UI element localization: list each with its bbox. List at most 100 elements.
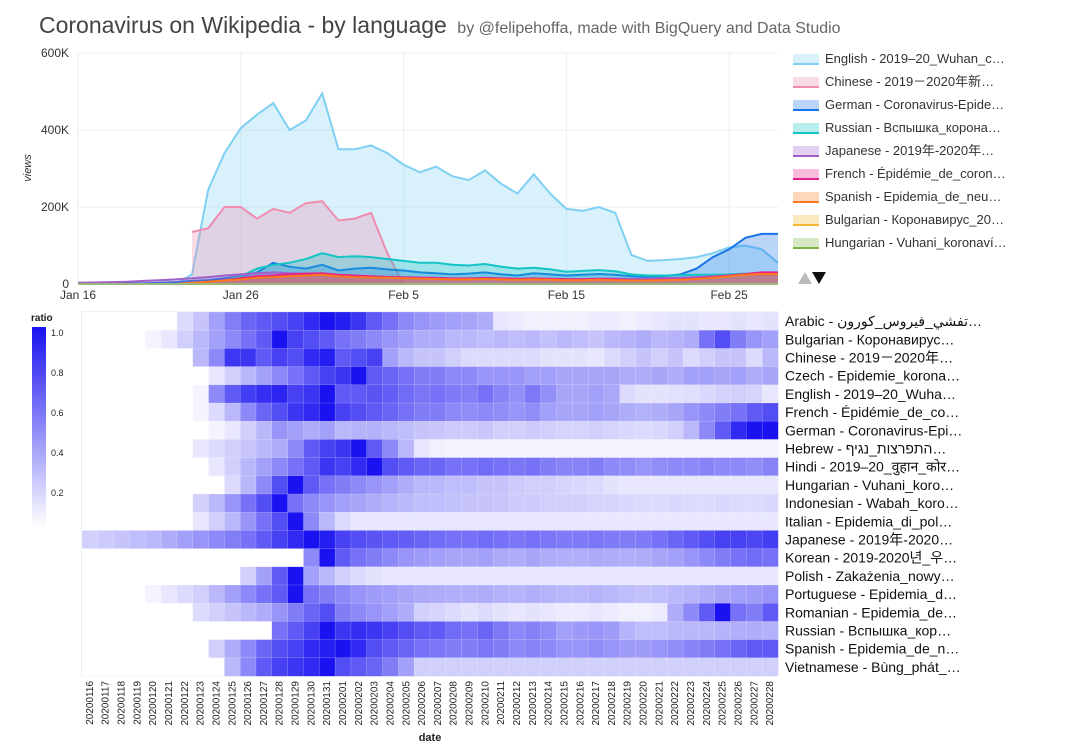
heatmap-cell	[587, 657, 605, 677]
heatmap-cell	[97, 348, 114, 367]
heatmap-cell	[730, 439, 747, 459]
heatmap-cell	[445, 329, 463, 349]
heatmap-cell	[493, 511, 510, 531]
heatmap-cell	[746, 366, 763, 386]
legend-item[interactable]: German - Coronavirus-Epide…	[793, 97, 1004, 112]
heatmap-cell	[667, 348, 684, 368]
heatmap-x-tick-label: 20200131	[322, 681, 333, 726]
legend-item[interactable]: Japanese - 2019年-2020年…	[793, 143, 994, 158]
legend-label: Hungarian - Vuhani_koronaví…	[825, 235, 1007, 250]
heatmap-cell	[524, 602, 542, 622]
heatmap-cell	[129, 621, 146, 640]
heatmap-cell	[208, 639, 225, 659]
heatmap-cell	[97, 639, 114, 659]
heatmap-cell	[334, 439, 352, 459]
heatmap-cell	[350, 457, 368, 477]
heatmap-cell	[524, 457, 542, 477]
heatmap-cell	[461, 530, 479, 550]
heatmap-cell	[224, 657, 241, 677]
heatmap-cell	[176, 329, 194, 349]
heatmap-cell	[682, 493, 700, 513]
heatmap-cell	[255, 511, 273, 531]
heatmap-cell	[667, 639, 684, 659]
heatmap-cell	[461, 548, 479, 568]
heatmap-cell	[224, 548, 241, 568]
heatmap-cell	[746, 566, 763, 586]
heatmap-cell	[445, 366, 463, 386]
heatmap-cell	[287, 621, 305, 641]
legend-item[interactable]: Hungarian - Vuhani_koronaví…	[793, 235, 1007, 250]
legend-item[interactable]: French - Épidémie_de_coron…	[793, 166, 1006, 181]
heatmap-cell	[746, 311, 763, 331]
heatmap-cell	[730, 311, 747, 331]
heatmap-cell	[587, 311, 605, 331]
heatmap-cell	[698, 566, 716, 586]
heatmap-cell	[113, 603, 130, 622]
heatmap-row-label: Polish - Zakażenia_nowy…	[785, 568, 955, 584]
heatmap-cell	[698, 584, 716, 604]
heatmap-cell	[445, 457, 463, 477]
heatmap-cell	[619, 439, 637, 459]
heatmap-legend-tick: 0.6	[51, 408, 64, 418]
heatmap-cell	[445, 475, 463, 495]
heatmap-cell	[319, 602, 336, 622]
heatmap-cell	[145, 621, 162, 640]
heatmap-cell	[413, 621, 431, 641]
heatmap-cell	[524, 639, 542, 659]
heatmap-cell	[619, 475, 637, 495]
heatmap-cell	[176, 530, 194, 550]
heatmap-cell	[730, 348, 747, 368]
heatmap-cell	[240, 548, 257, 568]
heatmap-cell	[208, 548, 225, 568]
heatmap-cell	[761, 475, 779, 495]
heatmap-cell	[667, 602, 684, 622]
legend-item[interactable]: Spanish - Epidemia_de_neu…	[793, 189, 1001, 204]
heatmap-cell	[698, 475, 716, 495]
heatmap-cell	[445, 548, 463, 568]
heatmap-cell	[556, 493, 573, 513]
heatmap-cell	[382, 566, 399, 586]
heatmap-cell	[477, 548, 494, 568]
heatmap-cell	[129, 366, 146, 386]
heatmap-cell	[398, 329, 415, 349]
legend-page-up-arrow[interactable]	[798, 272, 812, 284]
legend-item[interactable]: Bulgarian - Коронавирус_20…	[793, 212, 1004, 227]
heatmap-cell	[461, 493, 479, 513]
heatmap-cell	[445, 311, 463, 331]
heatmap-cell	[287, 493, 305, 513]
heatmap-cell	[303, 311, 320, 331]
heatmap-cell	[508, 621, 526, 641]
heatmap-cell	[287, 657, 305, 677]
heatmap-cell	[113, 312, 130, 331]
legend-item[interactable]: Russian - Вспышка_корона…	[793, 120, 1001, 135]
heatmap-cell	[477, 566, 494, 586]
heatmap-cell	[271, 621, 289, 641]
heatmap-cell	[698, 639, 716, 659]
heatmap-cell	[255, 439, 273, 459]
heatmap-cell	[746, 329, 763, 349]
heatmap-cell	[413, 366, 431, 386]
heatmap-cell	[366, 530, 384, 550]
heatmap-cell	[540, 329, 558, 349]
heatmap-cell	[334, 311, 352, 331]
heatmap-x-tick-label: 20200122	[180, 681, 191, 726]
heatmap-cell	[82, 421, 99, 440]
heatmap-cell	[556, 566, 573, 586]
heatmap-cell	[493, 329, 510, 349]
legend-item[interactable]: Chinese - 2019－2020年新…	[793, 74, 994, 89]
heatmap-cell	[398, 584, 415, 604]
legend-item[interactable]: English - 2019–20_Wuhan_c…	[793, 51, 1005, 66]
heatmap-cell	[667, 402, 684, 422]
heatmap-cell	[682, 311, 700, 331]
heatmap-cell	[176, 512, 194, 531]
legend-page-down-arrow[interactable]	[812, 272, 826, 284]
area-legend: English - 2019–20_Wuhan_c… Chinese - 2019…	[793, 51, 1007, 250]
heatmap-cell	[461, 584, 479, 604]
heatmap-cell	[366, 475, 384, 495]
heatmap-row-label: Japanese - 2019年-2020…	[785, 532, 953, 548]
heatmap-cell	[556, 475, 573, 495]
heatmap-cell	[303, 366, 320, 386]
heatmap-cell	[208, 602, 225, 622]
heatmap-cell	[366, 366, 384, 386]
heatmap-cell	[477, 329, 494, 349]
